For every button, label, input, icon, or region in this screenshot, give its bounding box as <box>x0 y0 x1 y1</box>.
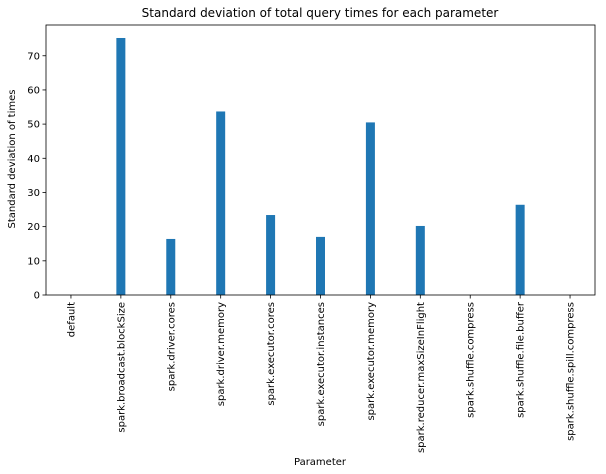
y-tick-label-0: 0 <box>34 291 40 302</box>
y-tick-label-6: 60 <box>27 85 40 96</box>
y-tick-label-7: 70 <box>27 51 40 62</box>
bar-9 <box>515 204 525 295</box>
chart-title: Standard deviation of total query times … <box>142 6 499 20</box>
y-axis: 0 10 20 30 40 50 60 70 <box>27 51 46 302</box>
y-tick-label-4: 40 <box>27 154 40 165</box>
x-tick-label-3: spark.driver.memory <box>216 302 227 406</box>
x-tick-label-4: spark.executor.cores <box>266 302 277 406</box>
y-tick-label-1: 10 <box>27 256 40 267</box>
bar-7 <box>415 225 425 295</box>
bar-3 <box>216 111 226 295</box>
bars-group <box>116 37 525 296</box>
y-axis-label: Standard deviation of times <box>7 90 18 229</box>
bar-5 <box>316 236 325 295</box>
bar-6 <box>365 122 375 295</box>
y-tick-label-3: 30 <box>27 188 40 199</box>
x-tick-label-10: spark.shuffle.spill.compress <box>566 302 577 441</box>
x-tick-label-0: default <box>66 302 77 337</box>
x-tick-label-8: spark.shuffle.compress <box>466 302 477 418</box>
x-axis-label: Parameter <box>294 457 347 468</box>
x-tick-label-6: spark.executor.memory <box>366 302 377 421</box>
plot-frame <box>45 24 596 296</box>
x-tick-label-9: spark.shuffle.file.buffer <box>516 301 527 418</box>
x-tick-label-2: spark.driver.cores <box>166 302 177 391</box>
bar-2 <box>166 238 176 295</box>
x-tick-label-1: spark.broadcast.blockSize <box>116 302 127 433</box>
x-tick-label-7: spark.reducer.maxSizeInFlight <box>416 302 427 453</box>
y-tick-label-2: 20 <box>27 222 40 233</box>
bar-4 <box>266 215 276 295</box>
y-tick-label-5: 50 <box>27 120 40 131</box>
x-axis: default spark.broadcast.blockSize spark.dr… <box>66 295 577 453</box>
x-tick-label-5: spark.executor.instances <box>316 302 327 426</box>
bar-1 <box>116 37 126 296</box>
